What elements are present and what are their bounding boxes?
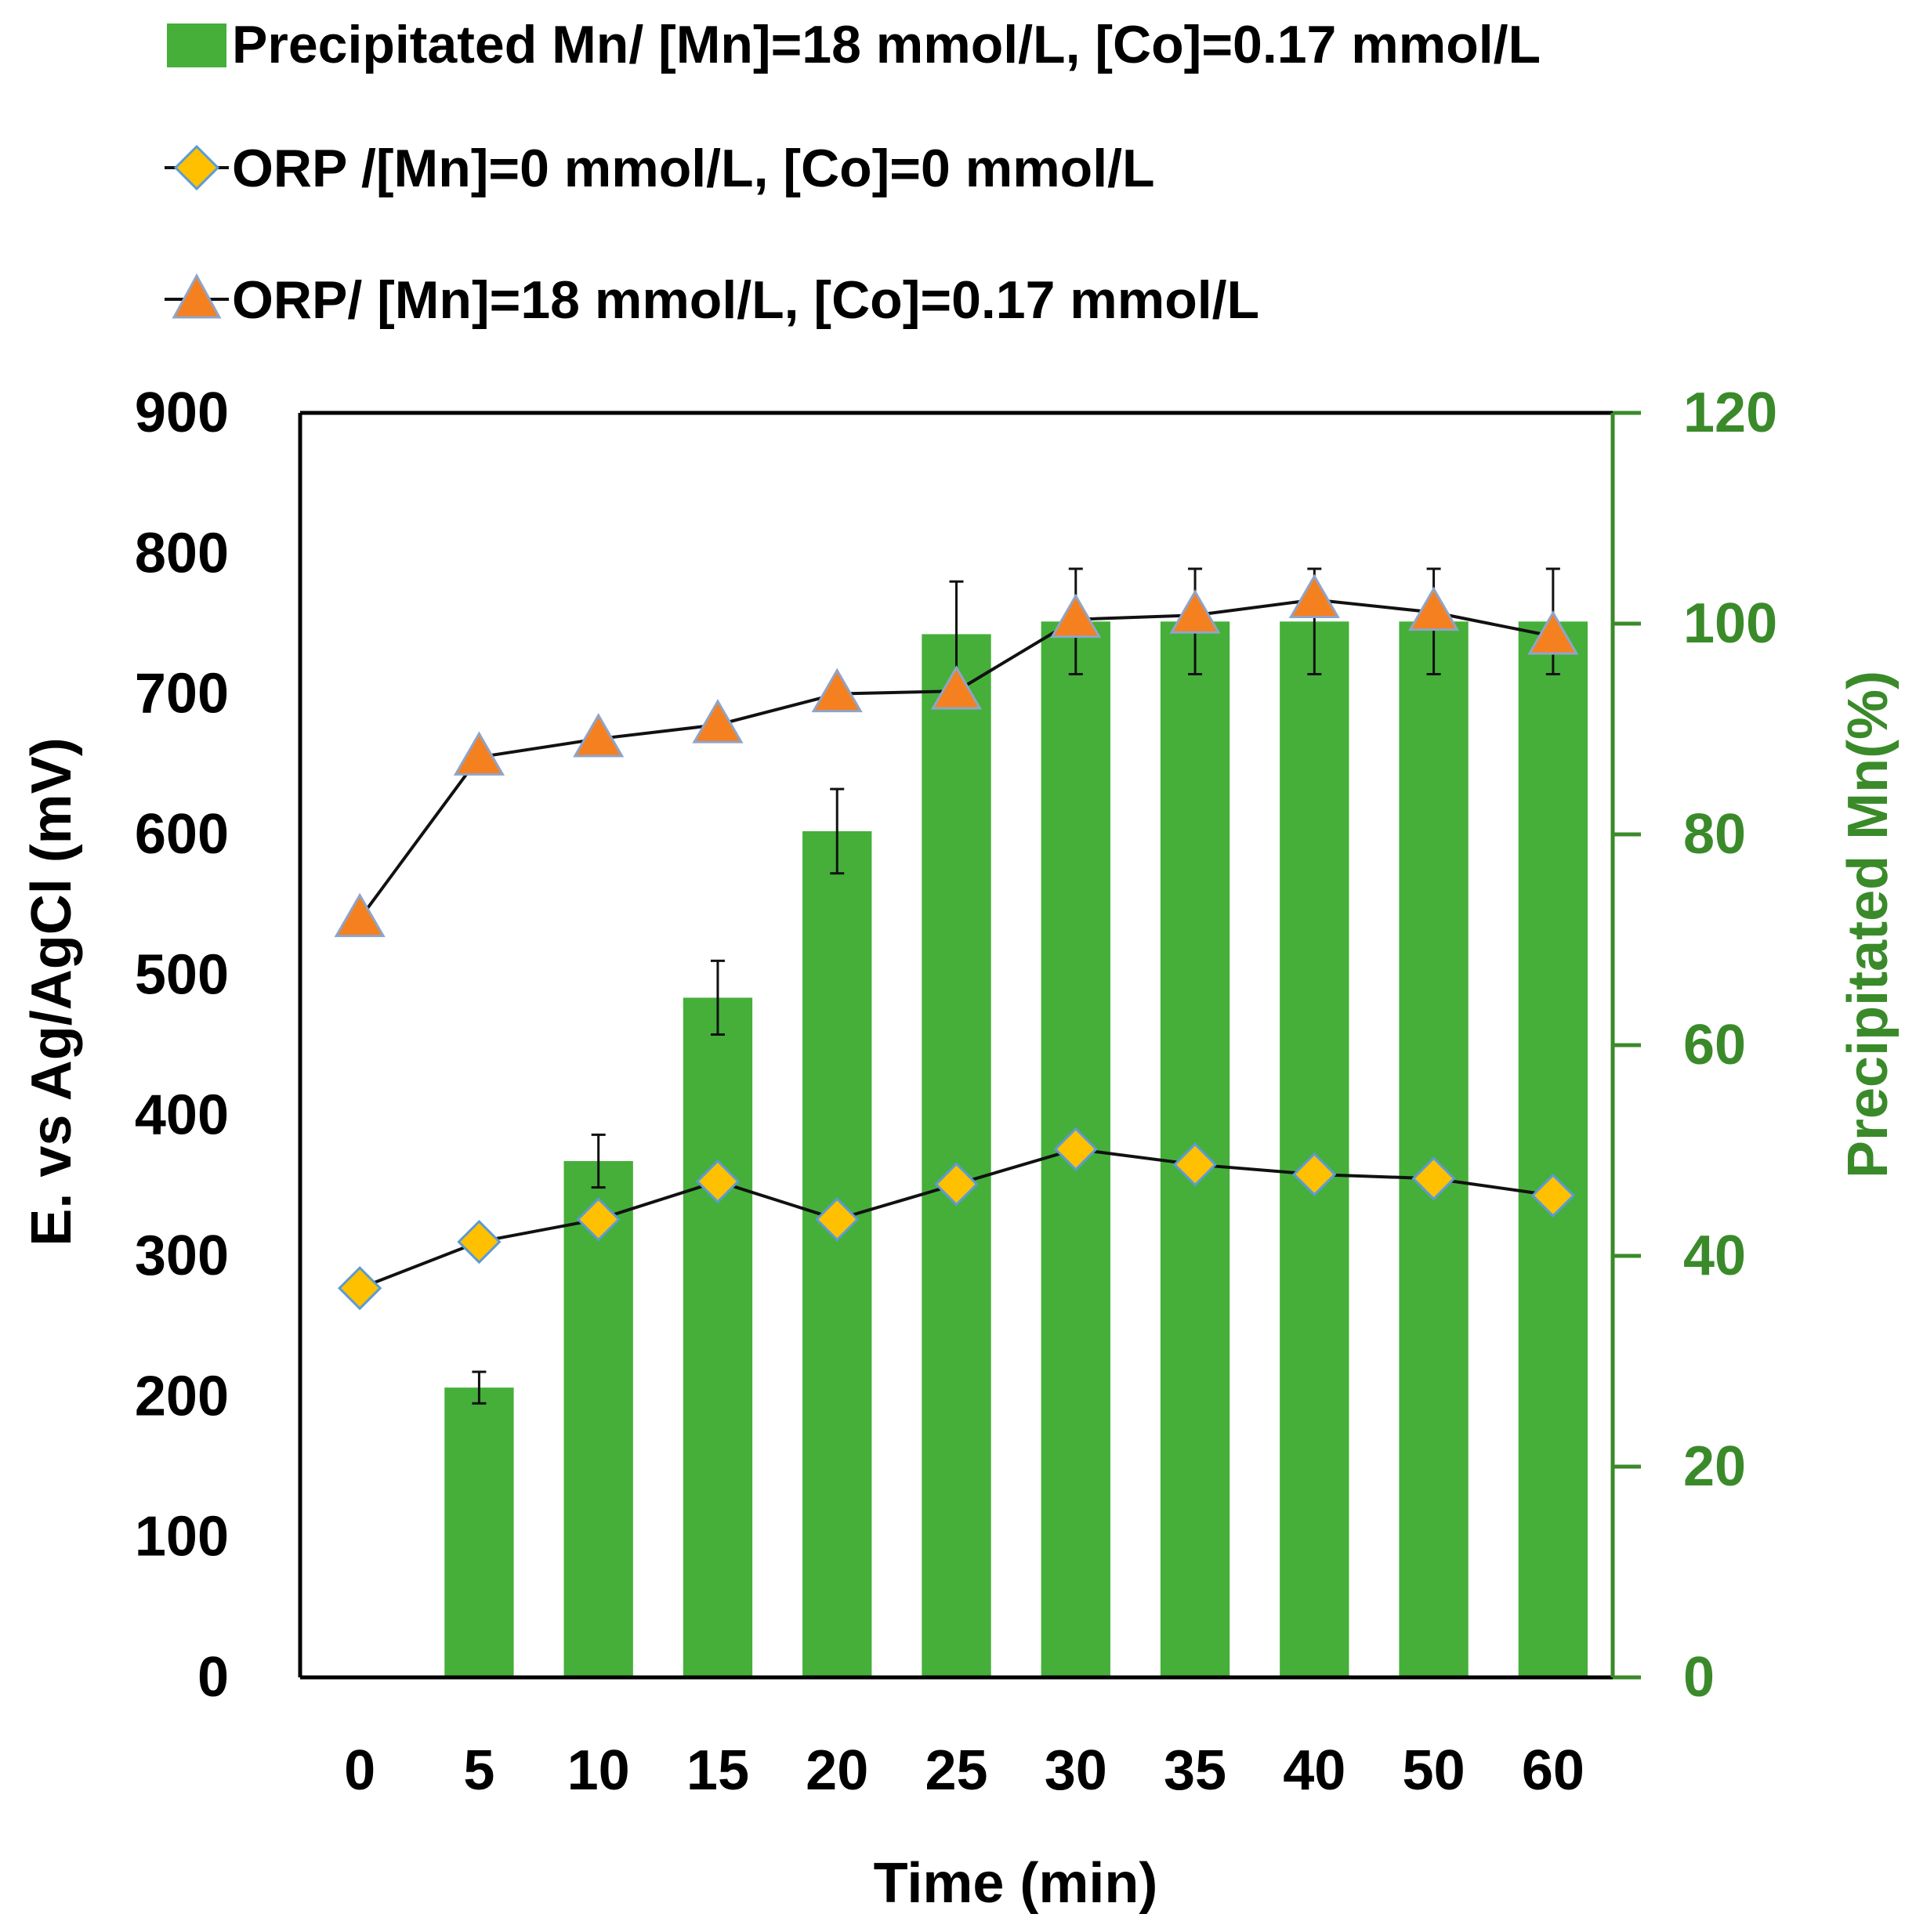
y-tick-label-800: 800 xyxy=(135,522,229,584)
bar-40 xyxy=(1280,621,1349,1677)
triangle-point-5 xyxy=(453,731,505,776)
triangle-point-25 xyxy=(930,665,983,710)
bar-5 xyxy=(444,1387,514,1677)
y2-tick-label-0: 0 xyxy=(1683,1646,1715,1709)
legend-diamond-marker xyxy=(173,144,220,191)
y2-tick-label-20: 20 xyxy=(1683,1435,1746,1498)
diamond-point-25 xyxy=(934,1162,979,1207)
triangle-point-50 xyxy=(1407,586,1460,631)
bar-60 xyxy=(1518,621,1588,1677)
bar-25 xyxy=(922,634,991,1678)
y-tick-label-900: 900 xyxy=(135,382,229,444)
diamond-point-40 xyxy=(1292,1152,1337,1197)
x-tick-label-60: 60 xyxy=(1522,1739,1584,1802)
legend-label-bar: Precipitated Mn/ [Mn]=18 mmol/L, [Co]=0.… xyxy=(232,15,1541,74)
diamond-point-0 xyxy=(338,1266,382,1311)
diamond-point-35 xyxy=(1172,1142,1218,1187)
y-axis-title: E. vs Ag/AgCl (mV) xyxy=(20,737,83,1246)
triangle-point-40 xyxy=(1288,573,1340,619)
x-axis-title: Time (min) xyxy=(874,1852,1158,1915)
diamond-point-30 xyxy=(1053,1127,1098,1171)
legend-label-triangle: ORP/ [Mn]=18 mmol/L, [Co]=0.17 mmol/L xyxy=(232,270,1259,330)
diamond-point-20 xyxy=(815,1197,860,1242)
y-tick-label-400: 400 xyxy=(135,1084,229,1147)
y-tick-label-700: 700 xyxy=(135,663,229,725)
diamond-point-50 xyxy=(1411,1156,1456,1201)
y-tick-label-600: 600 xyxy=(135,803,229,866)
y2-tick-label-60: 60 xyxy=(1683,1014,1746,1076)
legend-label-diamond: ORP /[Mn]=0 mmol/L, [Co]=0 mmol/L xyxy=(232,139,1155,198)
x-tick-label-25: 25 xyxy=(925,1739,987,1802)
triangle-point-35 xyxy=(1169,589,1221,634)
legend-triangle-marker xyxy=(172,273,222,319)
bar-10 xyxy=(563,1160,633,1677)
y-tick-label-200: 200 xyxy=(135,1365,229,1427)
x-tick-label-15: 15 xyxy=(686,1739,749,1802)
legend-item-diamond: ORP /[Mn]=0 mmol/L, [Co]=0 mmol/L xyxy=(165,139,1155,198)
bar-15 xyxy=(683,997,753,1677)
triangle-point-10 xyxy=(573,713,625,758)
y-tick-label-300: 300 xyxy=(135,1225,229,1287)
x-tick-label-5: 5 xyxy=(463,1739,494,1802)
diamond-point-5 xyxy=(457,1219,502,1264)
y2-tick-label-40: 40 xyxy=(1683,1225,1746,1287)
legend-bar-swatch xyxy=(167,24,226,67)
triangle-point-30 xyxy=(1050,593,1102,639)
triangle-point-15 xyxy=(692,699,744,743)
x-tick-label-35: 35 xyxy=(1164,1739,1226,1802)
x-tick-label-30: 30 xyxy=(1045,1739,1107,1802)
legend: Precipitated Mn/ [Mn]=18 mmol/L, [Co]=0.… xyxy=(165,15,1541,330)
legend-item-triangle: ORP/ [Mn]=18 mmol/L, [Co]=0.17 mmol/L xyxy=(165,270,1259,330)
y-tick-label-0: 0 xyxy=(197,1646,229,1709)
x-tick-label-40: 40 xyxy=(1283,1739,1345,1802)
diamond-point-60 xyxy=(1530,1173,1575,1218)
y2-tick-label-80: 80 xyxy=(1683,803,1746,866)
triangle-point-60 xyxy=(1527,610,1579,655)
x-tick-label-0: 0 xyxy=(344,1739,375,1802)
x-tick-label-50: 50 xyxy=(1403,1739,1465,1802)
y2-tick-label-100: 100 xyxy=(1683,592,1777,655)
y-tick-label-500: 500 xyxy=(135,943,229,1006)
legend-item-bar: Precipitated Mn/ [Mn]=18 mmol/L, [Co]=0.… xyxy=(167,15,1541,74)
y-tick-label-100: 100 xyxy=(135,1506,229,1568)
triangle-point-20 xyxy=(811,668,863,713)
y2-tick-label-120: 120 xyxy=(1683,382,1777,444)
bar-20 xyxy=(802,830,872,1677)
plot-area: 0100200300400500600700800900020406080100… xyxy=(135,382,1777,1802)
bar-50 xyxy=(1399,621,1469,1677)
x-tick-label-20: 20 xyxy=(806,1739,868,1802)
x-tick-label-10: 10 xyxy=(567,1739,630,1802)
diamond-point-15 xyxy=(695,1159,741,1204)
y2-axis-title: Precipitated Mn(%) xyxy=(1837,671,1900,1178)
diamond-point-10 xyxy=(576,1197,621,1242)
triangle-point-0 xyxy=(334,892,386,938)
